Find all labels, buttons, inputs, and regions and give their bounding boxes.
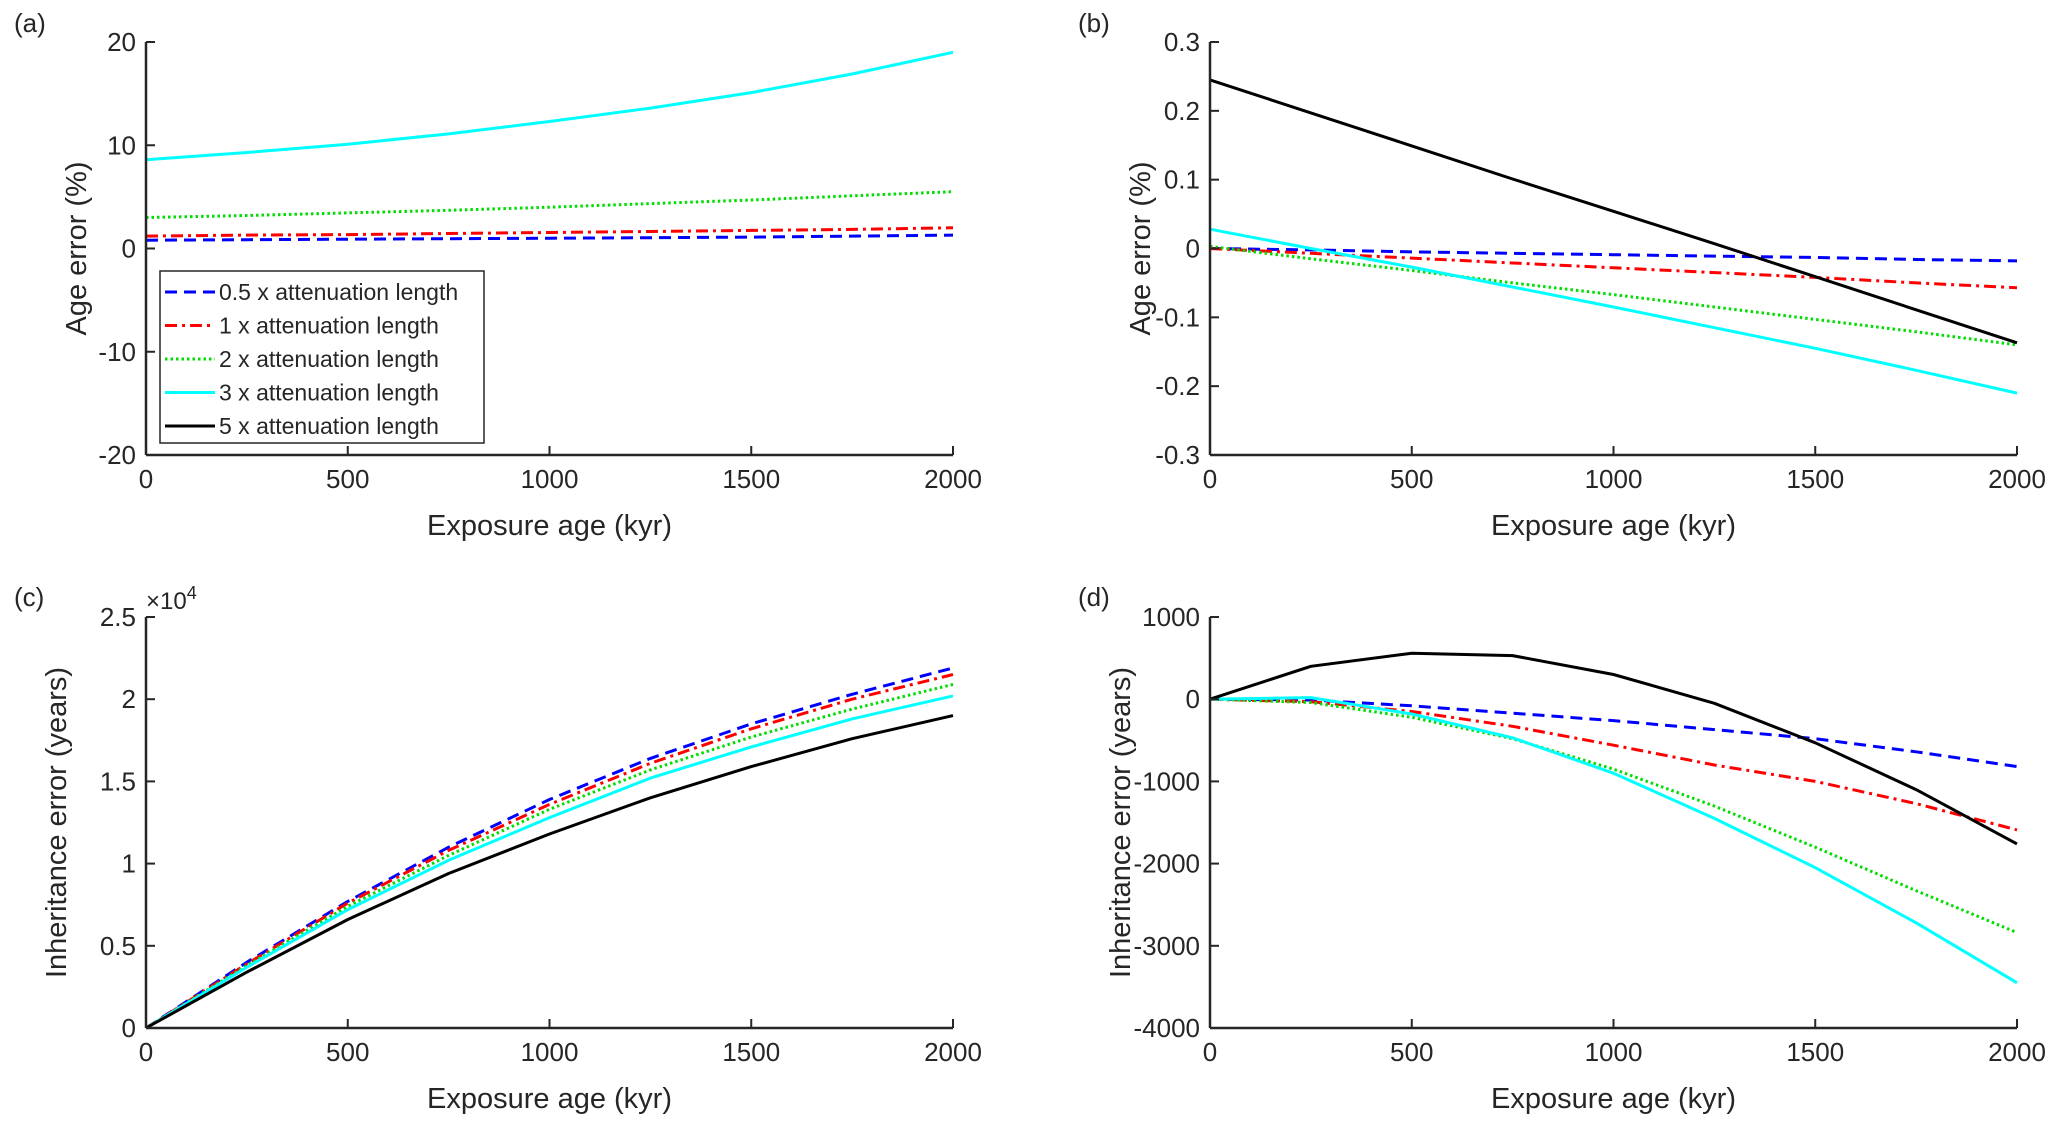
x-tick-label: 500 xyxy=(326,1037,369,1067)
series-line-2-x-attenuation-length xyxy=(145,190,954,219)
legend-entry: 5 x attenuation length xyxy=(219,413,439,439)
y-tick-label: 0 xyxy=(122,234,136,264)
x-tick-label: 1000 xyxy=(1585,1037,1643,1067)
y-tick-label: 0.1 xyxy=(1164,165,1200,195)
legend-entry: 3 x attenuation length xyxy=(219,380,439,406)
y-tick-label: 0 xyxy=(122,1013,136,1043)
x-tick-label: 1000 xyxy=(521,1037,579,1067)
legend-entry: 1 x attenuation length xyxy=(219,313,439,339)
x-axis-label: Exposure age (kyr) xyxy=(1491,1083,1736,1115)
y-tick-label: -10 xyxy=(98,337,136,367)
x-tick-label: 2000 xyxy=(1988,464,2046,494)
panel-label: (a) xyxy=(14,8,46,38)
series-line-2-x-attenuation-length xyxy=(1209,244,2018,347)
x-tick-label: 1000 xyxy=(1585,464,1643,494)
series-line-2-x-attenuation-length xyxy=(145,682,954,1030)
x-tick-label: 2000 xyxy=(924,1037,982,1067)
y-axis-label: Age error (%) xyxy=(1125,161,1157,335)
y-tick-label: -20 xyxy=(98,440,136,470)
series-line-3-x-attenuation-length xyxy=(145,50,954,162)
series-line-1-x-attenuation-length xyxy=(145,673,954,1030)
series-line-0-5-x-attenuation-length xyxy=(145,233,954,242)
y-tick-label: -1000 xyxy=(1134,766,1201,796)
x-axis-label: Exposure age (kyr) xyxy=(427,510,672,542)
x-tick-label: 1500 xyxy=(1786,464,1844,494)
series-line-3-x-attenuation-length xyxy=(1209,227,2018,395)
legend-entry: 2 x attenuation length xyxy=(219,346,439,372)
y-tick-label: 0.5 xyxy=(100,931,136,961)
legend-entry: 0.5 x attenuation length xyxy=(219,279,458,305)
y-axis-label: Inheritance error (years) xyxy=(41,667,73,978)
multiplier-exponent: 4 xyxy=(187,583,197,603)
y-tick-label: -4000 xyxy=(1134,1013,1201,1043)
x-tick-label: 2000 xyxy=(924,464,982,494)
panel-d: (d) 0 500 1000 1500 2000 -4000 -3000 -2000 -1000 0… xyxy=(1078,582,2046,1115)
x-tick-label: 2000 xyxy=(1988,1037,2046,1067)
series-line-5-x-attenuation-length xyxy=(1209,78,2018,345)
x-tick-label: 1500 xyxy=(1786,1037,1844,1067)
series-line-5-x-attenuation-length xyxy=(145,714,954,1030)
series-line-5-x-attenuation-length xyxy=(1209,651,2018,846)
panel-c: (c) 0 500 1000 1500 2000 0 0.5 1 1.5 2 2.5 Exposure … xyxy=(14,582,982,1115)
series-line-1-x-attenuation-length xyxy=(1209,697,2018,832)
series-line-0-5-x-attenuation-length xyxy=(1209,697,2018,769)
y-tick-label: 20 xyxy=(107,27,136,57)
legend: 0.5 x attenuation length 1 x attenuation … xyxy=(159,270,485,444)
x-tick-label: 500 xyxy=(326,464,369,494)
x-tick-label: 1500 xyxy=(722,464,780,494)
y-tick-label: 1 xyxy=(122,849,136,879)
x-tick-label: 0 xyxy=(1203,464,1217,494)
y-tick-label: -0.1 xyxy=(1155,302,1200,332)
x-tick-label: 0 xyxy=(139,1037,153,1067)
x-axis-label: Exposure age (kyr) xyxy=(1491,510,1736,542)
y-tick-label: 2.5 xyxy=(100,602,136,632)
multiplier-base: ×10 xyxy=(146,588,187,615)
series-line-3-x-attenuation-length xyxy=(1209,696,2018,985)
x-tick-label: 1000 xyxy=(521,464,579,494)
x-tick-label: 0 xyxy=(1203,1037,1217,1067)
y-tick-label: 0.2 xyxy=(1164,96,1200,126)
panel-b: (b) 0 500 1000 1500 2000 -0.3 -0.2 -0.1 0 0.1 0.2 0.… xyxy=(1078,8,2046,542)
y-axis-label: Age error (%) xyxy=(61,161,93,335)
y-tick-label: 1.5 xyxy=(100,766,136,796)
y-tick-label: 2 xyxy=(122,684,136,714)
x-tick-label: 500 xyxy=(1390,1037,1433,1067)
panel-label: (c) xyxy=(14,582,44,612)
y-tick-label: 1000 xyxy=(1142,602,1200,632)
x-axis-label: Exposure age (kyr) xyxy=(427,1083,672,1115)
series-line-0-5-x-attenuation-length xyxy=(1209,247,2018,263)
y-tick-label: -0.3 xyxy=(1155,440,1200,470)
y-tick-label: 10 xyxy=(107,130,136,160)
series-line-2-x-attenuation-length xyxy=(1209,697,2018,934)
x-tick-label: 500 xyxy=(1390,464,1433,494)
y-tick-label: 0.3 xyxy=(1164,27,1200,57)
y-tick-label: -0.2 xyxy=(1155,371,1200,401)
x-tick-label: 0 xyxy=(139,464,153,494)
series-line-0-5-x-attenuation-length xyxy=(145,666,954,1030)
series-line-3-x-attenuation-length xyxy=(145,694,954,1030)
panel-label: (d) xyxy=(1078,582,1110,612)
legend-box xyxy=(159,270,485,444)
series-line-1-x-attenuation-length xyxy=(145,226,954,238)
panel-label: (b) xyxy=(1078,8,1110,38)
y-tick-label: -3000 xyxy=(1134,931,1201,961)
y-tick-label: -2000 xyxy=(1134,849,1201,879)
y-tick-label: 0 xyxy=(1186,234,1200,264)
y-axis-label: Inheritance error (years) xyxy=(1105,667,1137,978)
y-tick-label: 0 xyxy=(1186,684,1200,714)
panel-a: (a) 0 500 1000 1500 2000 -20 -10 0 10 20 Exposure a… xyxy=(14,8,982,542)
x-tick-label: 1500 xyxy=(722,1037,780,1067)
y-axis-multiplier: ×104 xyxy=(146,583,197,615)
